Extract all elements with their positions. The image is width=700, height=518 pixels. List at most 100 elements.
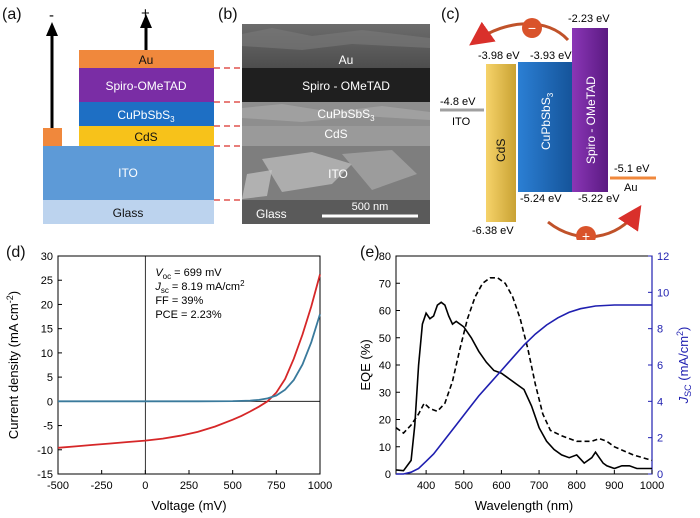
- series-line-2: [396, 304, 652, 475]
- electron-flow-arrow: [469, 21, 570, 46]
- plus-sign: +: [141, 5, 150, 22]
- annotation-1: Jsc = 8.19 mA/cm2: [154, 279, 245, 295]
- y-tick-label: 10: [379, 442, 391, 454]
- electron-icon: [522, 18, 542, 38]
- y-tick-label: -15: [37, 469, 53, 481]
- ito-label: ITO: [452, 116, 471, 128]
- y-tick-label: 20: [379, 415, 391, 427]
- panel-label-b: (b): [218, 6, 238, 23]
- y2-tick-label: 12: [657, 251, 669, 263]
- hole-symbol: +: [582, 228, 590, 240]
- y2-tick-label: 0: [657, 469, 663, 481]
- sem-label-glass: Glass: [256, 207, 287, 221]
- annotation-0: Voc = 699 mV: [155, 267, 222, 281]
- layer-glass: [43, 200, 214, 224]
- hole-icon: [576, 226, 596, 240]
- plus-arrow-head: [140, 14, 152, 28]
- spiro-bottom-level: -5.22 eV: [578, 193, 620, 205]
- y-tick-label: 30: [379, 387, 391, 399]
- x-tick-label: 700: [530, 480, 548, 492]
- series-line-1: [395, 277, 653, 462]
- sem-label-ito: ITO: [328, 167, 348, 181]
- y-tick-label: 30: [41, 251, 53, 263]
- y-axis-label: EQE (%): [358, 339, 373, 390]
- cupbsbs3-bottom-level: -5.24 eV: [520, 193, 562, 205]
- x-tick-label: 750: [267, 480, 285, 492]
- layer-glass-label: Glass: [113, 206, 144, 220]
- x-tick-label: 1000: [640, 480, 664, 492]
- y-tick-label: 10: [41, 348, 53, 360]
- spiro-band-block: [572, 28, 608, 192]
- eqe-chart: 400 500 600 700 800 900 1000010203040506070800…: [358, 251, 693, 513]
- cupbsbs3-band-label: CuPbSbS3: [539, 92, 555, 150]
- y-axis-label: Current density (mA cm-2): [5, 291, 21, 439]
- panel-label-c: (c): [441, 6, 460, 23]
- y-tick-label: -5: [43, 421, 53, 433]
- cds-bottom-level: -6.38 eV: [472, 225, 514, 237]
- y-tick-label: 0: [385, 469, 391, 481]
- layer-cds: [79, 126, 214, 146]
- au-level-label: -5.1 eV: [614, 163, 650, 175]
- spiro-top-level: -2.23 eV: [568, 13, 610, 25]
- x-tick-label: -250: [91, 480, 113, 492]
- x-tick-label: 900: [605, 480, 623, 492]
- panel-label-e: (e): [360, 244, 380, 261]
- y-tick-label: 60: [379, 306, 391, 318]
- cds-band-label: CdS: [494, 139, 508, 162]
- sem-label-cupbsbs3: CuPbSbS3: [317, 107, 375, 123]
- x-tick-label: 500: [223, 480, 241, 492]
- x-tick-label: -500: [47, 480, 69, 492]
- series-line-0: [57, 274, 321, 449]
- layer-spiro: [79, 68, 214, 102]
- layer-cupbsbs3: [79, 102, 214, 126]
- panel-label-a: (a): [2, 6, 22, 23]
- minus-arrow-head: [46, 22, 58, 36]
- hole-flow-arrow: [547, 205, 642, 239]
- y2-tick-label: 10: [657, 287, 669, 299]
- y2-axis-label: JSC (mA/cm2): [675, 327, 693, 405]
- sem-label-au: Au: [339, 53, 354, 67]
- x-tick-label: 250: [180, 480, 198, 492]
- layer-au: [79, 50, 214, 68]
- cds-band-block: [486, 64, 516, 222]
- x-tick-label: 500: [455, 480, 473, 492]
- layer-spiro-label: Spiro-OMeTAD: [105, 79, 186, 93]
- sem-label-spiro: Spiro - OMeTAD: [302, 79, 390, 93]
- y-tick-label: 25: [41, 275, 53, 287]
- spiro-band-label: Spiro - OMeTAD: [584, 76, 598, 164]
- y2-tick-label: 8: [657, 324, 663, 336]
- jv-chart: -500 -250 0 250 500 750 1000 -15 -10 -5 0 5 10 15 20 25…: [5, 251, 332, 513]
- sem-cross-section-image: Au Spiro - OMeTAD CuPbSbS3 CdS ITO Glass…: [242, 24, 430, 224]
- y-tick-label: 50: [379, 333, 391, 345]
- y-tick-label: 15: [41, 324, 53, 336]
- layer-au-label: Au: [139, 53, 154, 67]
- scale-bar-label: 500 nm: [352, 201, 389, 213]
- annotation-3: PCE = 2.23%: [155, 309, 222, 321]
- y-tick-label: 80: [379, 251, 391, 263]
- electron-symbol: −: [528, 20, 536, 36]
- y-tick-label: -10: [37, 445, 53, 457]
- y2-tick-label: 2: [657, 433, 663, 445]
- layer-ito-label: ITO: [118, 166, 138, 180]
- panel-label-d: (d): [6, 244, 26, 261]
- x-tick-label: 0: [142, 480, 148, 492]
- plot-frame: [395, 255, 653, 475]
- y-tick-label: 40: [379, 360, 391, 372]
- series-line-0: [395, 301, 652, 472]
- x-tick-label: 1000: [308, 480, 332, 492]
- ito-level-label: -4.8 eV: [440, 96, 476, 108]
- layer-cds-label: CdS: [134, 130, 157, 144]
- minus-sign: -: [49, 7, 54, 24]
- cds-top-level: -3.98 eV: [478, 50, 520, 62]
- y-tick-label: 20: [41, 299, 53, 311]
- x-axis-label: Voltage (mV): [151, 498, 226, 513]
- y-tick-label: 70: [379, 278, 391, 290]
- x-axis-label: Wavelength (nm): [475, 498, 574, 513]
- ito-contact-tab: [43, 128, 62, 146]
- y2-tick-label: 4: [657, 396, 663, 408]
- x-tick-label: 800: [568, 480, 586, 492]
- y2-tick-label: 6: [657, 360, 663, 372]
- sem-label-cds: CdS: [324, 127, 347, 141]
- energy-band-diagram: -4.8 eV ITO -3.98 eV -6.38 eV CdS -3.93 …: [440, 13, 656, 240]
- y-tick-label: 0: [47, 396, 53, 408]
